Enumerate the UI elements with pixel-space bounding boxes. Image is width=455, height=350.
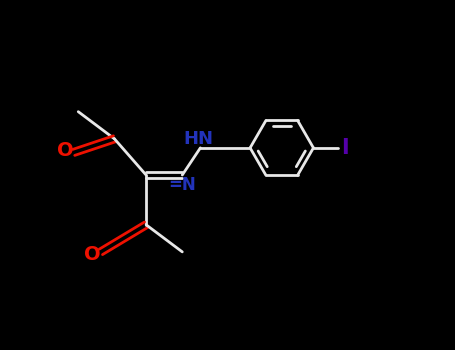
- Text: HN: HN: [183, 130, 213, 148]
- Text: =N: =N: [168, 176, 196, 194]
- Text: O: O: [85, 245, 101, 264]
- Text: I: I: [341, 138, 349, 158]
- Text: O: O: [57, 141, 74, 160]
